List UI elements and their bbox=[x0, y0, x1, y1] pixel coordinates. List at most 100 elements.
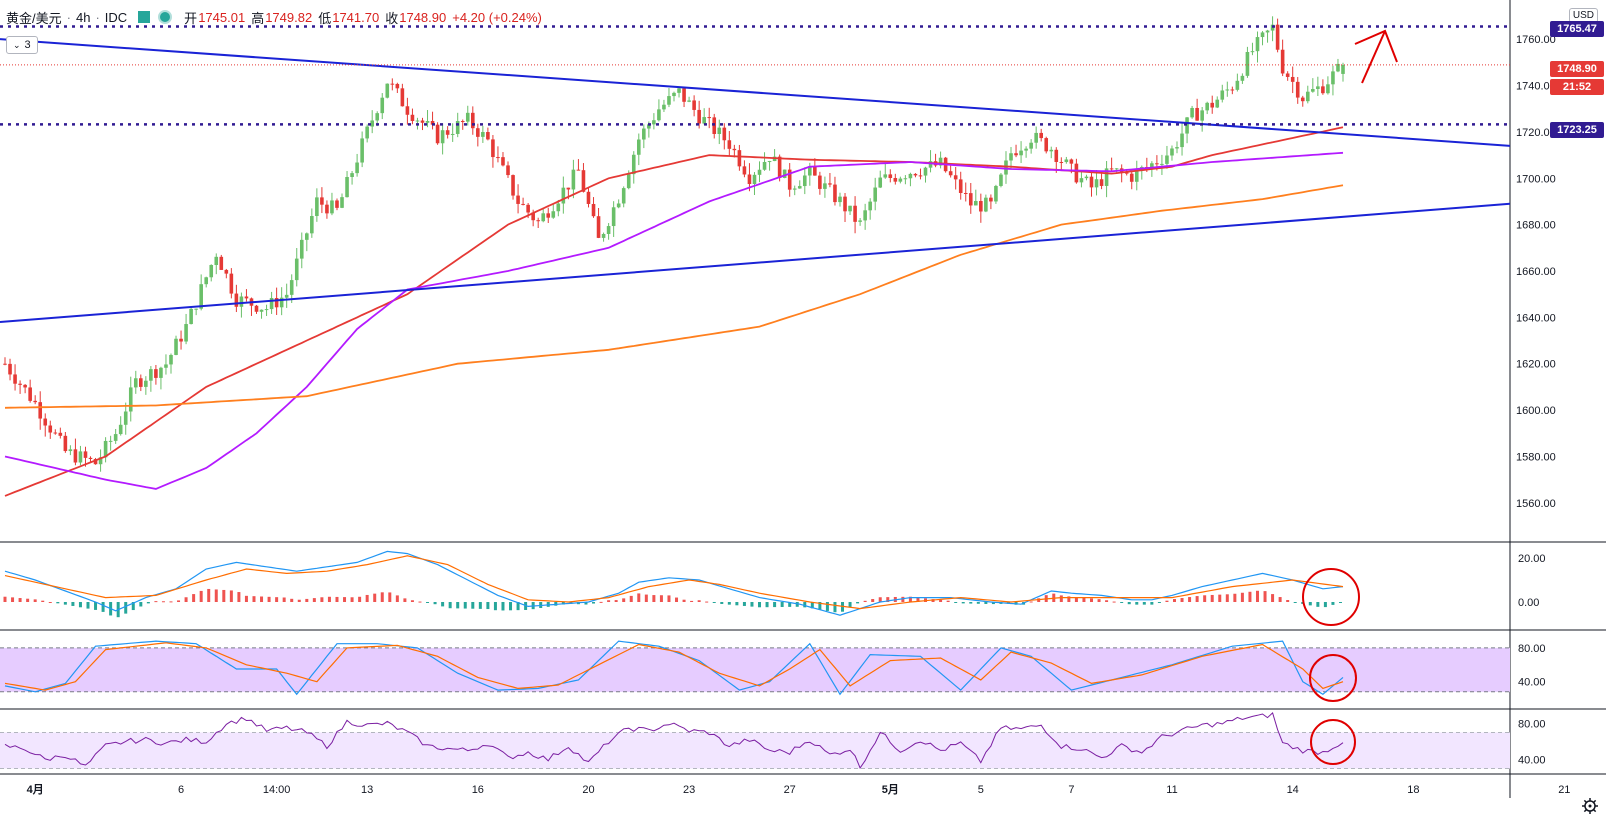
macd-bar bbox=[290, 598, 294, 602]
circle-annotation[interactable] bbox=[1309, 654, 1357, 702]
candle-body bbox=[974, 201, 978, 206]
candle-body bbox=[209, 265, 214, 278]
realtime-dot-icon bbox=[158, 10, 173, 24]
candle-body bbox=[697, 109, 701, 124]
macd-bar bbox=[1331, 602, 1335, 605]
candle-body bbox=[878, 177, 883, 188]
candle-body bbox=[692, 100, 696, 110]
macd-bar bbox=[622, 598, 626, 602]
macd-bar bbox=[856, 602, 860, 604]
moving-average-line[interactable] bbox=[4, 126, 1344, 497]
macd-line[interactable] bbox=[4, 550, 1344, 616]
gear-icon[interactable] bbox=[1582, 798, 1598, 814]
macd-bar bbox=[735, 602, 739, 606]
x-tick-label: 11 bbox=[1166, 784, 1177, 796]
macd-bar bbox=[192, 594, 196, 602]
indicators-toggle-button[interactable]: ⌄ 3 bbox=[6, 36, 38, 54]
macd-bar bbox=[652, 595, 656, 602]
candle-body bbox=[808, 166, 812, 176]
symbol-name[interactable]: 黄金/美元 bbox=[6, 10, 62, 26]
macd-bar bbox=[720, 602, 724, 604]
macd-bar bbox=[863, 600, 867, 602]
macd-bar bbox=[48, 602, 52, 603]
up-arrow-annotation[interactable] bbox=[1354, 29, 1398, 84]
macd-bar bbox=[146, 602, 150, 604]
macd-bar bbox=[1135, 602, 1139, 605]
candle-body bbox=[68, 449, 73, 452]
descending-trendline[interactable] bbox=[0, 38, 1511, 147]
macd-bar bbox=[765, 602, 769, 608]
macd-bar bbox=[1127, 602, 1131, 605]
candle-body bbox=[320, 197, 324, 205]
candle-body bbox=[269, 298, 274, 310]
candle-body bbox=[1245, 51, 1250, 76]
candle-body bbox=[1225, 89, 1230, 91]
rsi-line[interactable] bbox=[4, 711, 1344, 769]
candle-body bbox=[1300, 97, 1305, 102]
moving-average-line[interactable] bbox=[4, 184, 1344, 409]
candle-body bbox=[1084, 176, 1089, 179]
candle-body bbox=[430, 120, 435, 125]
close-label: 收 bbox=[385, 10, 399, 26]
candle-body bbox=[345, 176, 349, 198]
macd-bar bbox=[803, 602, 807, 608]
macd-bar bbox=[1286, 600, 1290, 602]
ascending-trendline[interactable] bbox=[0, 202, 1511, 323]
candle-body bbox=[174, 338, 178, 355]
candle-body bbox=[1014, 153, 1018, 156]
moving-average-line[interactable] bbox=[4, 151, 1344, 490]
candle-body bbox=[1019, 150, 1023, 156]
interval-label[interactable]: 4h bbox=[75, 9, 91, 25]
candle-body bbox=[486, 132, 490, 140]
candle-body bbox=[254, 305, 259, 312]
candle-body bbox=[868, 201, 872, 211]
stoch-d-line[interactable] bbox=[4, 642, 1344, 691]
x-tick-label: 4月 bbox=[27, 783, 44, 796]
candle-body bbox=[511, 175, 515, 196]
macd-bar bbox=[267, 596, 271, 602]
candle-body bbox=[853, 205, 857, 222]
macd-bar bbox=[833, 602, 837, 613]
candle-body bbox=[797, 186, 802, 189]
macd-bar bbox=[690, 600, 694, 602]
macd-bar bbox=[161, 601, 165, 603]
x-tick-label: 7 bbox=[1068, 784, 1074, 796]
macd-bar bbox=[26, 598, 30, 602]
macd-bar bbox=[207, 588, 211, 602]
macd-bar bbox=[742, 602, 746, 606]
macd-bar bbox=[1293, 602, 1297, 603]
candle-body bbox=[1049, 149, 1054, 152]
candle-body bbox=[139, 378, 143, 387]
candle-body bbox=[83, 451, 88, 458]
macd-bar bbox=[501, 602, 505, 611]
candle-body bbox=[762, 161, 767, 170]
x-tick-label: 18 bbox=[1407, 784, 1419, 796]
macd-bar bbox=[252, 596, 256, 602]
candle-body bbox=[631, 154, 636, 175]
circle-annotation[interactable] bbox=[1302, 568, 1360, 626]
candle-body bbox=[1326, 84, 1330, 94]
candle-body bbox=[1089, 176, 1094, 188]
macd-bar bbox=[463, 602, 467, 609]
candle-body bbox=[777, 156, 782, 178]
candle-body bbox=[682, 88, 686, 102]
macd-bar bbox=[335, 596, 339, 602]
candle-body bbox=[435, 124, 440, 144]
candle-body bbox=[923, 167, 928, 176]
macd-tick-label: 0.00 bbox=[1518, 597, 1539, 609]
macd-bar bbox=[358, 596, 362, 602]
candle-body bbox=[415, 120, 420, 122]
candle-body bbox=[1215, 99, 1220, 108]
macd-bar bbox=[1248, 591, 1252, 602]
macd-signal-line[interactable] bbox=[4, 555, 1344, 610]
candle-body bbox=[938, 157, 943, 166]
macd-bar bbox=[199, 590, 203, 602]
macd-bar bbox=[584, 602, 588, 605]
macd-bar bbox=[1165, 600, 1169, 602]
macd-bar bbox=[18, 598, 22, 602]
candle-body bbox=[611, 207, 616, 227]
candle-body bbox=[767, 161, 772, 163]
macd-bar bbox=[810, 602, 814, 609]
circle-annotation[interactable] bbox=[1310, 719, 1356, 765]
